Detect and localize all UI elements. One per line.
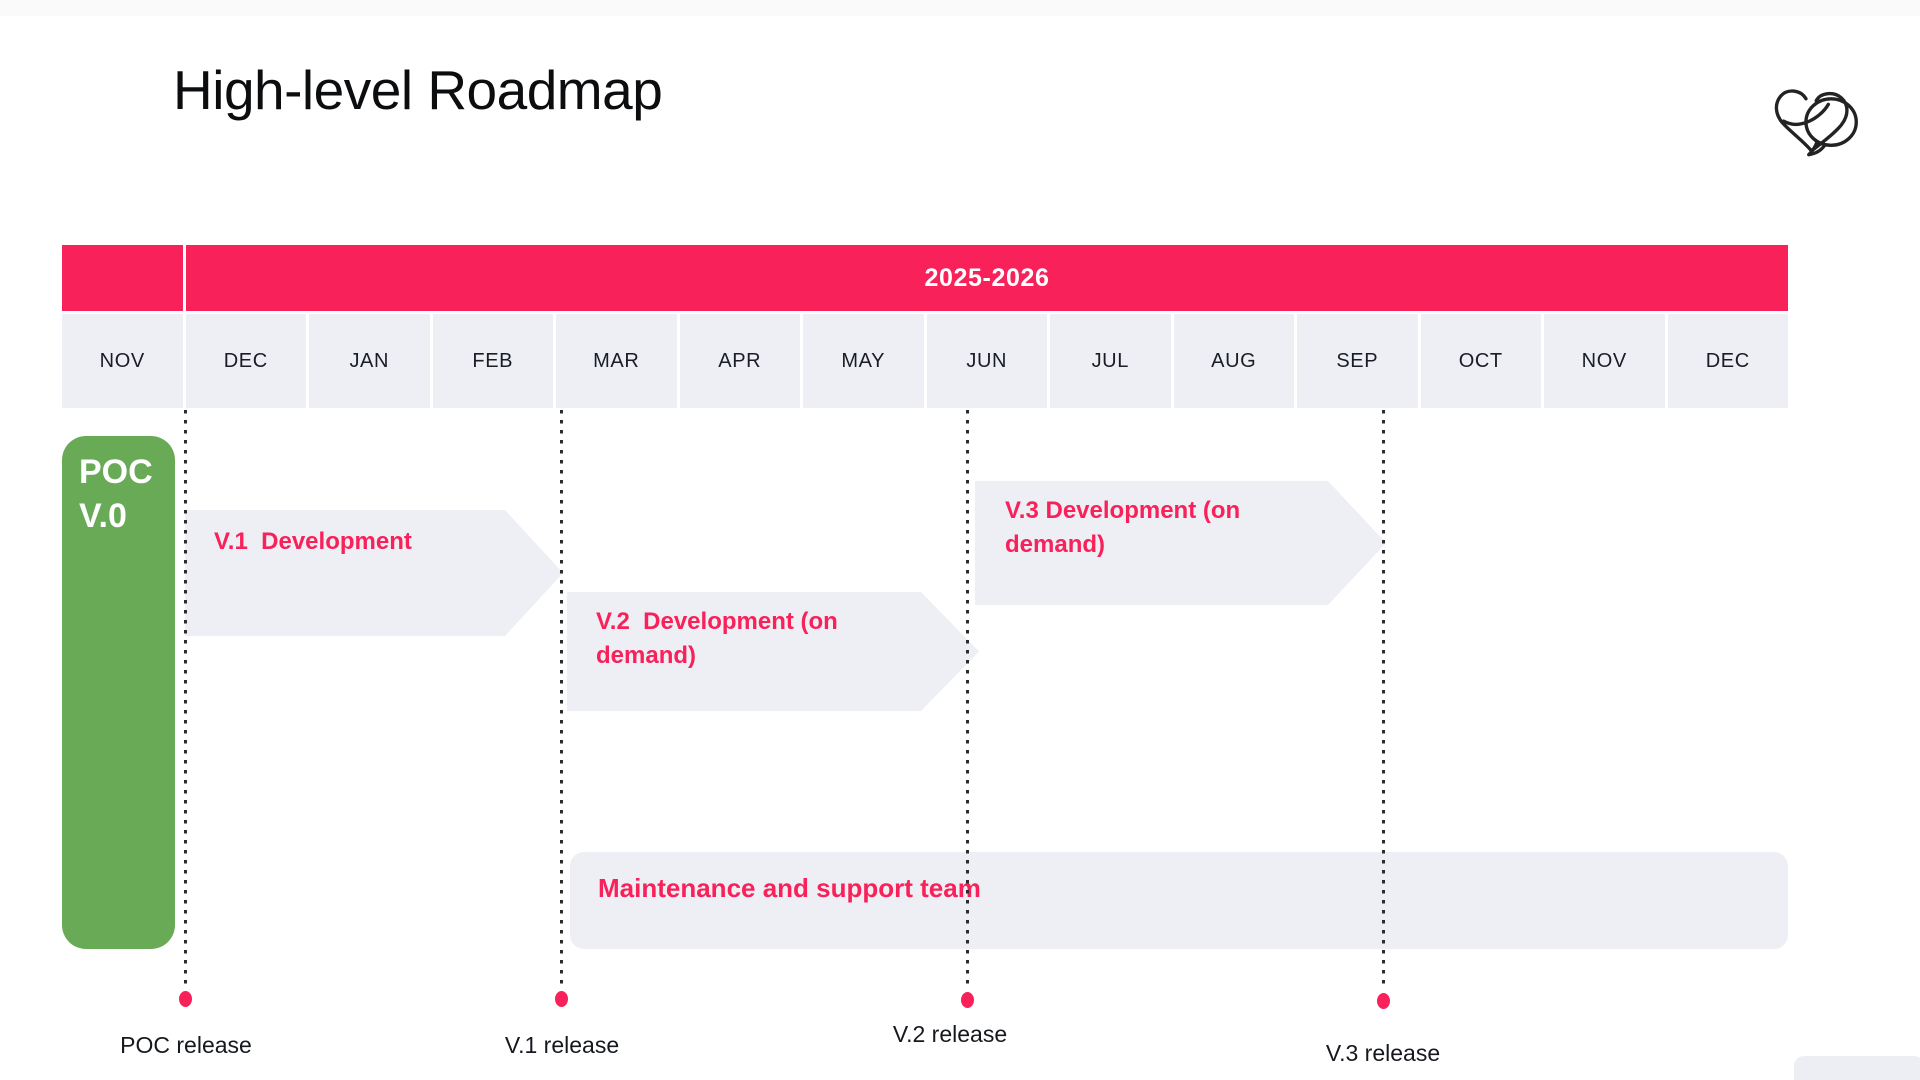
page-title: High-level Roadmap [173,59,663,121]
month-cell: APR [679,314,800,408]
month-label: NOV [1581,349,1627,372]
poc-v0-label: POC V.0 [62,436,175,538]
v1-release-dotted-line [560,410,563,988]
month-cell: DEC [185,314,306,408]
poc-release-label: POC release [120,1032,252,1058]
logo-bubble-tail [1807,139,1827,157]
v2-release-dotted-line [966,410,969,988]
month-label: MAR [593,349,640,372]
v3-development-arrow: V.3 Development (on demand) [975,481,1386,605]
poc-release-dot [179,991,192,1007]
month-cell: JUN [926,314,1047,408]
month-cell: MAY [803,314,924,408]
month-label: JUN [966,349,1008,372]
month-cell: MAR [556,314,677,408]
v1-release-dot [555,991,568,1007]
v2-development-arrow: V.2 Development (on demand) [567,592,979,711]
maintenance-label: Maintenance and support team [598,873,981,903]
year-cell-range: 2025-2026 [186,245,1788,311]
month-label: NOV [99,349,145,372]
maintenance-bar: Maintenance and support team [570,852,1788,949]
v1-release-label: V.1 release [504,1032,620,1058]
v2-development-label: V.2 Development (on demand) [596,608,838,669]
timeline-month-row: NOV DEC JAN FEB MAR APR MAY JUN JUL AUG … [62,314,1788,408]
top-strip [0,0,1920,16]
month-label: DEC [223,349,268,372]
logo-circle-outline [1804,97,1858,148]
v2-release-dot [961,992,974,1008]
month-cell: SEP [1297,314,1418,408]
v3-release-label: V.3 release [1325,1040,1441,1066]
poc-line1: POC [79,453,153,491]
month-cell: JAN [309,314,430,408]
month-cell: FEB [432,314,553,408]
month-label: OCT [1458,349,1503,372]
month-label: AUG [1211,349,1257,372]
timeline-year-row: 2025-2026 [62,245,1788,311]
heart-chat-logo-icon [1774,89,1858,157]
bottom-right-partial-shape [1794,1056,1920,1080]
year-cell-empty [62,245,183,311]
month-label: MAY [841,349,886,372]
month-cell: OCT [1420,314,1541,408]
month-label: SEP [1336,349,1379,372]
v1-development-label: V.1 Development [214,528,412,555]
v3-development-label: V.3 Development (on demand) [1005,497,1241,558]
month-cell: NOV [1544,314,1665,408]
year-range-label: 2025-2026 [924,263,1050,292]
logo-inner-line [1781,102,1830,126]
poc-release-dotted-line [184,410,187,988]
v3-release-dot [1377,993,1390,1009]
v1-development-arrow: V.1 Development [185,510,563,636]
month-cell: DEC [1667,314,1788,408]
month-cell: AUG [1173,314,1294,408]
month-cell: JUL [1050,314,1171,408]
poc-v0-block: POC V.0 [62,436,175,949]
month-label: DEC [1705,349,1750,372]
month-label: FEB [472,349,514,372]
month-cell: NOV [62,314,183,408]
poc-line2: V.0 [79,497,127,536]
month-label: JUL [1091,349,1129,372]
month-label: JAN [349,349,390,372]
month-label: APR [718,349,762,372]
v2-release-label: V.2 release [892,1021,1008,1047]
v3-release-dotted-line [1382,410,1385,988]
